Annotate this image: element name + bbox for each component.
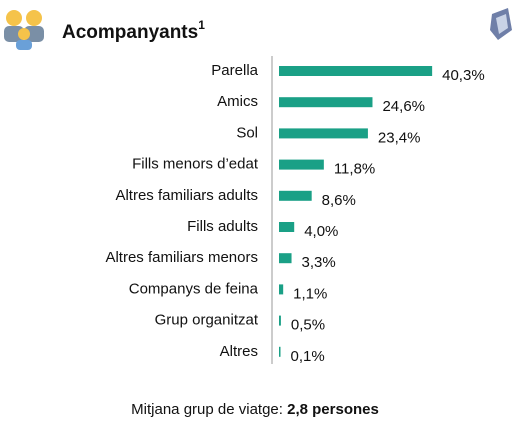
category-label: Sol	[236, 124, 258, 141]
bar	[279, 159, 324, 170]
footnote-label: Mitjana grup de viatge:	[131, 401, 287, 418]
footnote: Mitjana grup de viatge: 2,8 persones	[131, 401, 379, 418]
value-label: 0,5%	[291, 317, 325, 334]
value-label: 4,0%	[304, 223, 338, 240]
people-icon	[4, 10, 44, 50]
corner-icon	[490, 8, 512, 40]
value-label: 8,6%	[322, 192, 356, 209]
category-label: Fills adults	[187, 218, 258, 235]
value-label: 3,3%	[302, 254, 336, 271]
category-label: Fills menors d’edat	[132, 156, 259, 173]
value-label: 11,8%	[334, 161, 375, 178]
value-label: 1,1%	[293, 285, 327, 302]
bar	[279, 97, 373, 108]
category-label: Parella	[211, 62, 258, 79]
bar	[279, 315, 281, 326]
footnote-value: 2,8 persones	[287, 401, 379, 418]
category-label: Grup organitzat	[155, 312, 259, 329]
category-label: Altres familiars adults	[115, 187, 258, 204]
value-label: 40,3%	[442, 67, 485, 84]
bar	[279, 346, 281, 357]
bar	[279, 190, 312, 201]
title-text: Acompanyants	[62, 22, 198, 43]
category-label: Amics	[217, 93, 258, 110]
value-label: 23,4%	[378, 129, 421, 146]
bar	[279, 284, 284, 295]
category-label: Altres familiars menors	[105, 249, 258, 266]
bar	[279, 253, 292, 264]
chart-title: Acompanyants1	[62, 18, 205, 43]
bar	[279, 222, 295, 232]
category-label: Altres	[220, 343, 258, 360]
value-label: 0,1%	[291, 348, 325, 365]
bar	[279, 66, 433, 76]
bar	[279, 128, 368, 139]
value-label: 24,6%	[382, 98, 425, 115]
title-superscript: 1	[198, 18, 205, 32]
category-label: Companys de feina	[129, 280, 259, 297]
